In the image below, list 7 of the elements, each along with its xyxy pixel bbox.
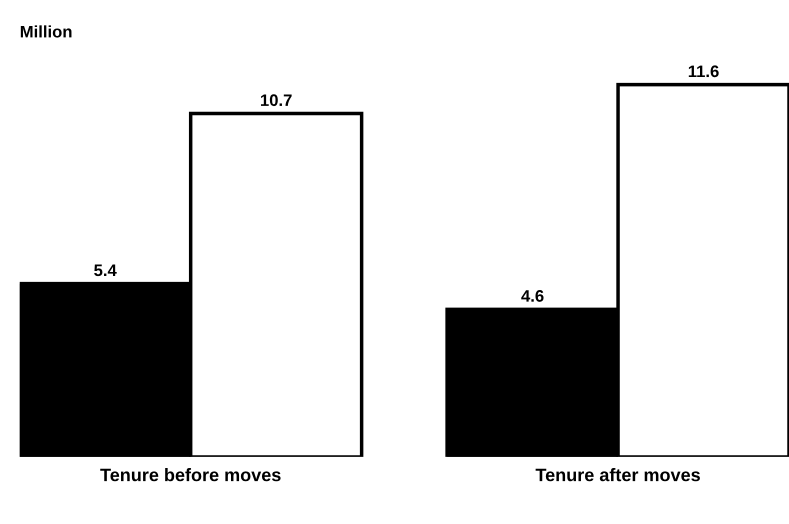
data-label: 5.4 bbox=[94, 264, 117, 276]
x-tick-label: Tenure before moves bbox=[100, 468, 281, 482]
data-label: 10.7 bbox=[260, 94, 292, 106]
data-label: 11.6 bbox=[688, 65, 719, 78]
y-axis-title: Million bbox=[20, 25, 72, 38]
x-tick-label: Tenure after moves bbox=[536, 468, 700, 482]
data-label: 4.6 bbox=[521, 290, 544, 302]
